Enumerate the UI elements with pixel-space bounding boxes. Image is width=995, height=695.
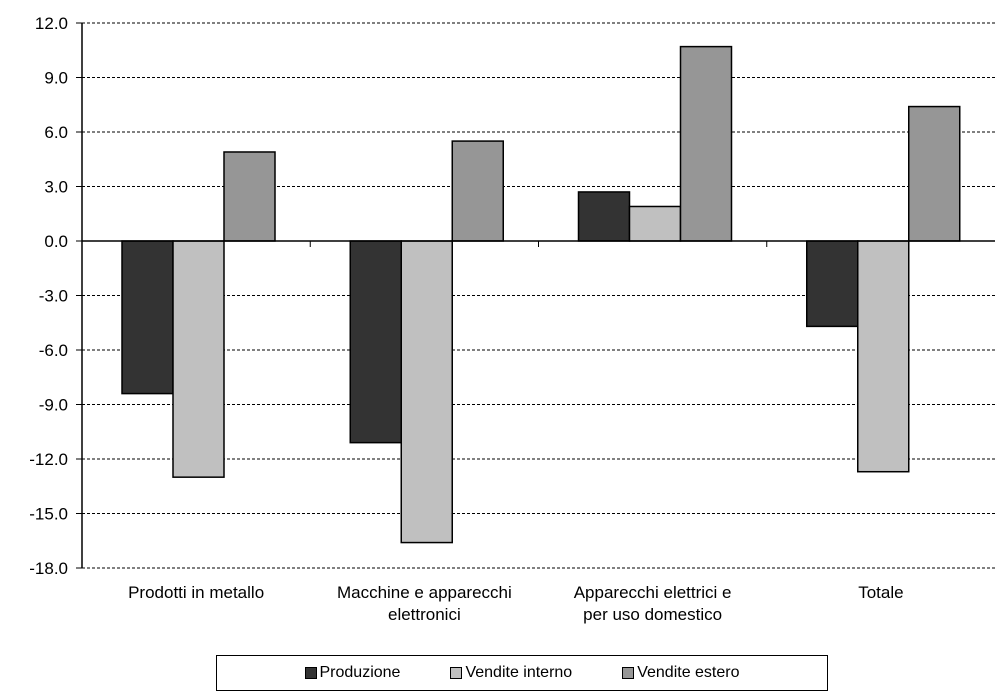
y-tick-label: 9.0 bbox=[44, 69, 68, 88]
y-tick-label: 3.0 bbox=[44, 178, 68, 197]
x-category-label: Macchine e apparecchi elettronici bbox=[337, 583, 512, 624]
y-tick-label: -18.0 bbox=[29, 559, 68, 578]
bar-produzione bbox=[349, 240, 402, 444]
bar-vendite-interno bbox=[400, 240, 453, 544]
legend-swatch-vendite-interno bbox=[450, 667, 463, 679]
x-category-labels: Prodotti in metallo Macchine e apparecchi… bbox=[128, 583, 903, 624]
bar-produzione bbox=[577, 191, 631, 242]
axes bbox=[76, 22, 995, 569]
x-category-label: Prodotti in metallo bbox=[128, 583, 264, 602]
y-tick-labels: 12.0 9.0 6.0 3.0 0.0 -3.0 -6.0 -9.0 -12.0 -15.0 -1… bbox=[29, 14, 68, 578]
bar-produzione bbox=[121, 240, 174, 395]
legend-item-vendite-estero: Vendite estero bbox=[622, 664, 740, 682]
legend-label-produzione: Produzione bbox=[319, 664, 401, 681]
legend-item-vendite-interno: Vendite interno bbox=[450, 664, 572, 682]
x-category-label: Totale bbox=[858, 583, 903, 602]
bars bbox=[121, 45, 961, 544]
y-tick-label: -12.0 bbox=[29, 450, 68, 469]
y-tick-label: -9.0 bbox=[39, 396, 68, 415]
bar-vendite-estero bbox=[451, 140, 504, 242]
y-tick-label: 6.0 bbox=[44, 123, 68, 142]
bar-produzione bbox=[806, 240, 859, 328]
legend: Produzione Vendite interno Vendite ester… bbox=[216, 655, 828, 691]
y-tick-label: 12.0 bbox=[35, 14, 68, 33]
bar-vendite-interno bbox=[172, 240, 225, 478]
legend-label-vendite-interno: Vendite interno bbox=[465, 664, 573, 681]
legend-swatch-vendite-estero bbox=[622, 667, 635, 679]
bar-chart: 12.0 9.0 6.0 3.0 0.0 -3.0 -6.0 -9.0 -12.0 -15.0 -1… bbox=[29, 14, 995, 624]
bar-vendite-estero bbox=[679, 45, 733, 242]
y-tick-label: -15.0 bbox=[29, 505, 68, 524]
y-tick-label: -3.0 bbox=[39, 287, 68, 306]
bar-vendite-estero bbox=[908, 105, 961, 242]
y-tick-label: 0.0 bbox=[44, 232, 68, 251]
legend-label-vendite-estero: Vendite estero bbox=[637, 664, 740, 681]
x-category-label: Apparecchi elettrici e per uso domestico bbox=[574, 583, 732, 624]
y-tick-label: -6.0 bbox=[39, 341, 68, 360]
legend-item-produzione: Produzione bbox=[304, 664, 401, 682]
bar-vendite-interno bbox=[857, 240, 910, 473]
legend-swatch-produzione bbox=[304, 667, 317, 679]
bar-vendite-interno bbox=[628, 205, 682, 242]
bar-vendite-estero bbox=[223, 151, 276, 242]
